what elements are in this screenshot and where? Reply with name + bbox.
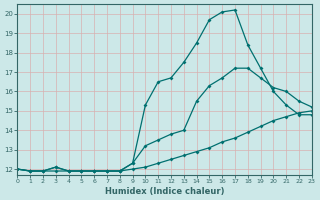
X-axis label: Humidex (Indice chaleur): Humidex (Indice chaleur)	[105, 187, 224, 196]
